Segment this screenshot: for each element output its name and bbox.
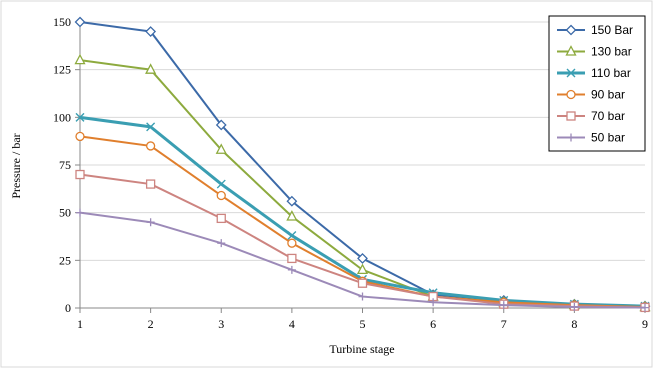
legend-label-0: 150 Bar bbox=[591, 23, 633, 37]
legend-label-4: 70 bar bbox=[591, 109, 625, 123]
legend-marker-1 bbox=[565, 45, 577, 56]
point-2-1 bbox=[146, 122, 156, 132]
legend-label-2: 110 bar bbox=[591, 66, 631, 80]
y-tick-label-0: 0 bbox=[65, 301, 71, 315]
y-tick-label-125: 125 bbox=[53, 63, 71, 77]
point-0-3 bbox=[286, 195, 298, 207]
point-3-2 bbox=[216, 190, 226, 201]
point-5-3 bbox=[287, 265, 296, 274]
x-tick-label-7: 7 bbox=[501, 317, 507, 331]
legend-label-1: 130 bar bbox=[591, 45, 632, 59]
point-5-6 bbox=[499, 301, 508, 310]
point-3-3 bbox=[287, 238, 297, 248]
point-0-2 bbox=[215, 119, 227, 131]
point-5-1 bbox=[146, 218, 155, 227]
y-tick-label-150: 150 bbox=[53, 15, 71, 29]
point-5-4 bbox=[358, 292, 367, 301]
point-5-5 bbox=[429, 298, 438, 307]
legend-marker-3 bbox=[566, 89, 576, 100]
x-axis-label: Turbine stage bbox=[329, 342, 394, 356]
y-tick-label-25: 25 bbox=[59, 253, 71, 267]
series-group bbox=[74, 16, 651, 313]
x-tick-label-9: 9 bbox=[642, 317, 648, 331]
point-0-0 bbox=[74, 16, 86, 28]
legend-marker-5 bbox=[567, 133, 575, 142]
x-tick-label-8: 8 bbox=[571, 317, 577, 331]
x-tick-label-5: 5 bbox=[360, 317, 366, 331]
legend: 150 Bar 130 bar 110 bar 90 bar 70 bar 50 bar bbox=[548, 15, 646, 152]
point-0-1 bbox=[145, 26, 157, 37]
point-1-2 bbox=[215, 143, 227, 154]
legend-marker-2 bbox=[566, 68, 576, 78]
axes: 0 25 50 75 100 125 150 1 2 3 4 5 6 7 8 9 bbox=[53, 15, 648, 331]
legend-entry-5: 50 bar bbox=[557, 131, 625, 145]
legend-entry-3: 90 bar bbox=[557, 88, 625, 102]
point-1-4 bbox=[356, 263, 369, 275]
x-tick-label-2: 2 bbox=[148, 317, 154, 331]
point-1-0 bbox=[74, 53, 86, 65]
legend-box bbox=[548, 15, 646, 152]
point-5-2 bbox=[217, 239, 226, 248]
point-2-3 bbox=[287, 231, 297, 241]
point-3-0 bbox=[75, 131, 85, 142]
point-2-0 bbox=[75, 112, 85, 122]
x-tick-label-6: 6 bbox=[430, 317, 436, 331]
y-axis-label: Pressure / bar bbox=[9, 133, 23, 198]
point-1-1 bbox=[145, 63, 157, 74]
legend-marker-0 bbox=[565, 24, 577, 36]
legend-entry-2: 110 bar bbox=[557, 66, 631, 80]
point-4-2 bbox=[216, 213, 226, 224]
point-5-0 bbox=[76, 208, 84, 217]
x-tick-label-4: 4 bbox=[289, 317, 295, 331]
point-4-3 bbox=[287, 253, 297, 264]
point-4-4 bbox=[357, 278, 368, 288]
point-1-3 bbox=[286, 210, 298, 221]
y-tick-label-50: 50 bbox=[59, 206, 71, 220]
x-tick-label-3: 3 bbox=[218, 317, 224, 331]
point-3-1 bbox=[145, 141, 156, 151]
series-5 bbox=[76, 208, 649, 312]
point-5-8 bbox=[641, 303, 649, 312]
point-0-4 bbox=[357, 253, 368, 264]
legend-label-5: 50 bar bbox=[591, 131, 625, 145]
point-2-2 bbox=[216, 179, 226, 189]
point-4-0 bbox=[75, 169, 85, 180]
point-4-1 bbox=[145, 179, 156, 189]
y-tick-label-75: 75 bbox=[59, 158, 71, 172]
legend-entry-4: 70 bar bbox=[557, 109, 625, 123]
legend-marker-4 bbox=[566, 111, 576, 121]
legend-label-3: 90 bar bbox=[591, 88, 625, 102]
legend-entry-1: 130 bar bbox=[557, 45, 632, 59]
point-5-7 bbox=[570, 303, 579, 312]
x-tick-label-1: 1 bbox=[77, 317, 83, 331]
legend-entry-0: 150 Bar bbox=[557, 23, 633, 37]
y-tick-label-100: 100 bbox=[53, 110, 71, 124]
